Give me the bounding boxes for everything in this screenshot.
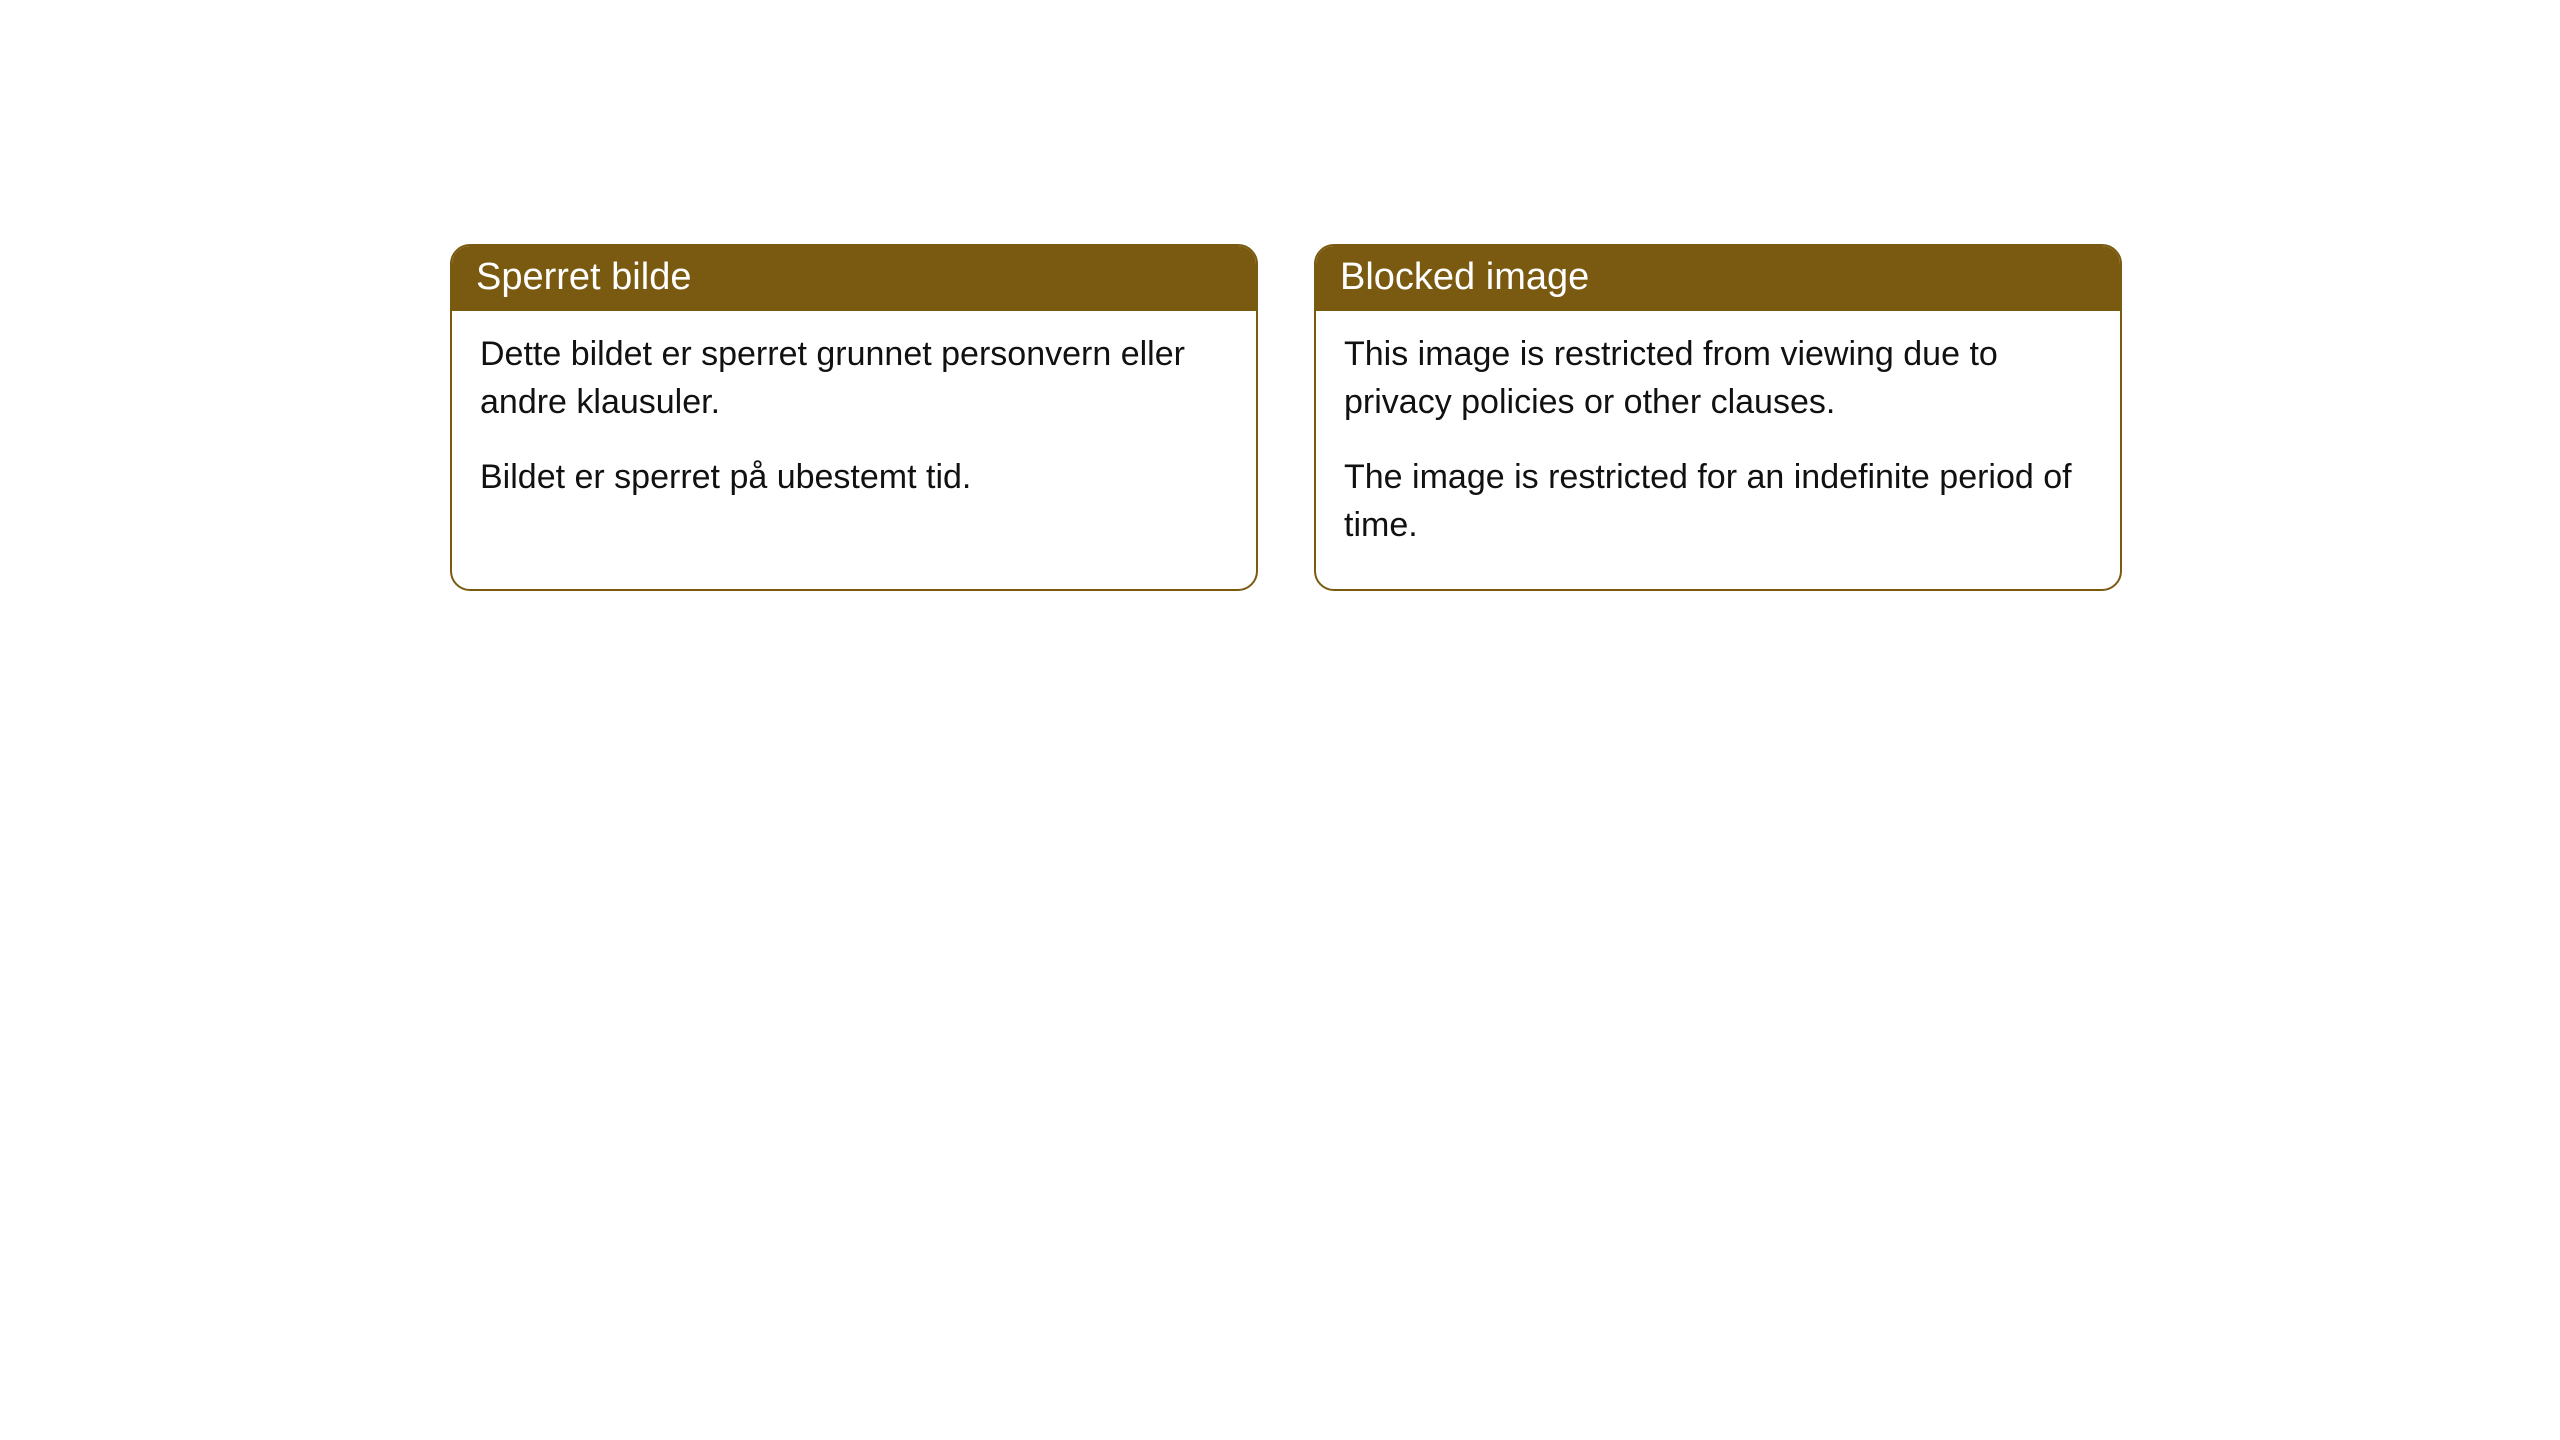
card-header-no: Sperret bilde [452, 246, 1256, 311]
card-body-no: Dette bildet er sperret grunnet personve… [452, 311, 1256, 542]
cards-container: Sperret bilde Dette bildet er sperret gr… [0, 0, 2560, 591]
card-text-no-1: Dette bildet er sperret grunnet personve… [480, 331, 1228, 426]
card-header-en: Blocked image [1316, 246, 2120, 311]
blocked-image-card-no: Sperret bilde Dette bildet er sperret gr… [450, 244, 1258, 591]
blocked-image-card-en: Blocked image This image is restricted f… [1314, 244, 2122, 591]
card-text-en-2: The image is restricted for an indefinit… [1344, 454, 2092, 549]
card-text-no-2: Bildet er sperret på ubestemt tid. [480, 454, 1228, 502]
card-text-en-1: This image is restricted from viewing du… [1344, 331, 2092, 426]
card-body-en: This image is restricted from viewing du… [1316, 311, 2120, 589]
